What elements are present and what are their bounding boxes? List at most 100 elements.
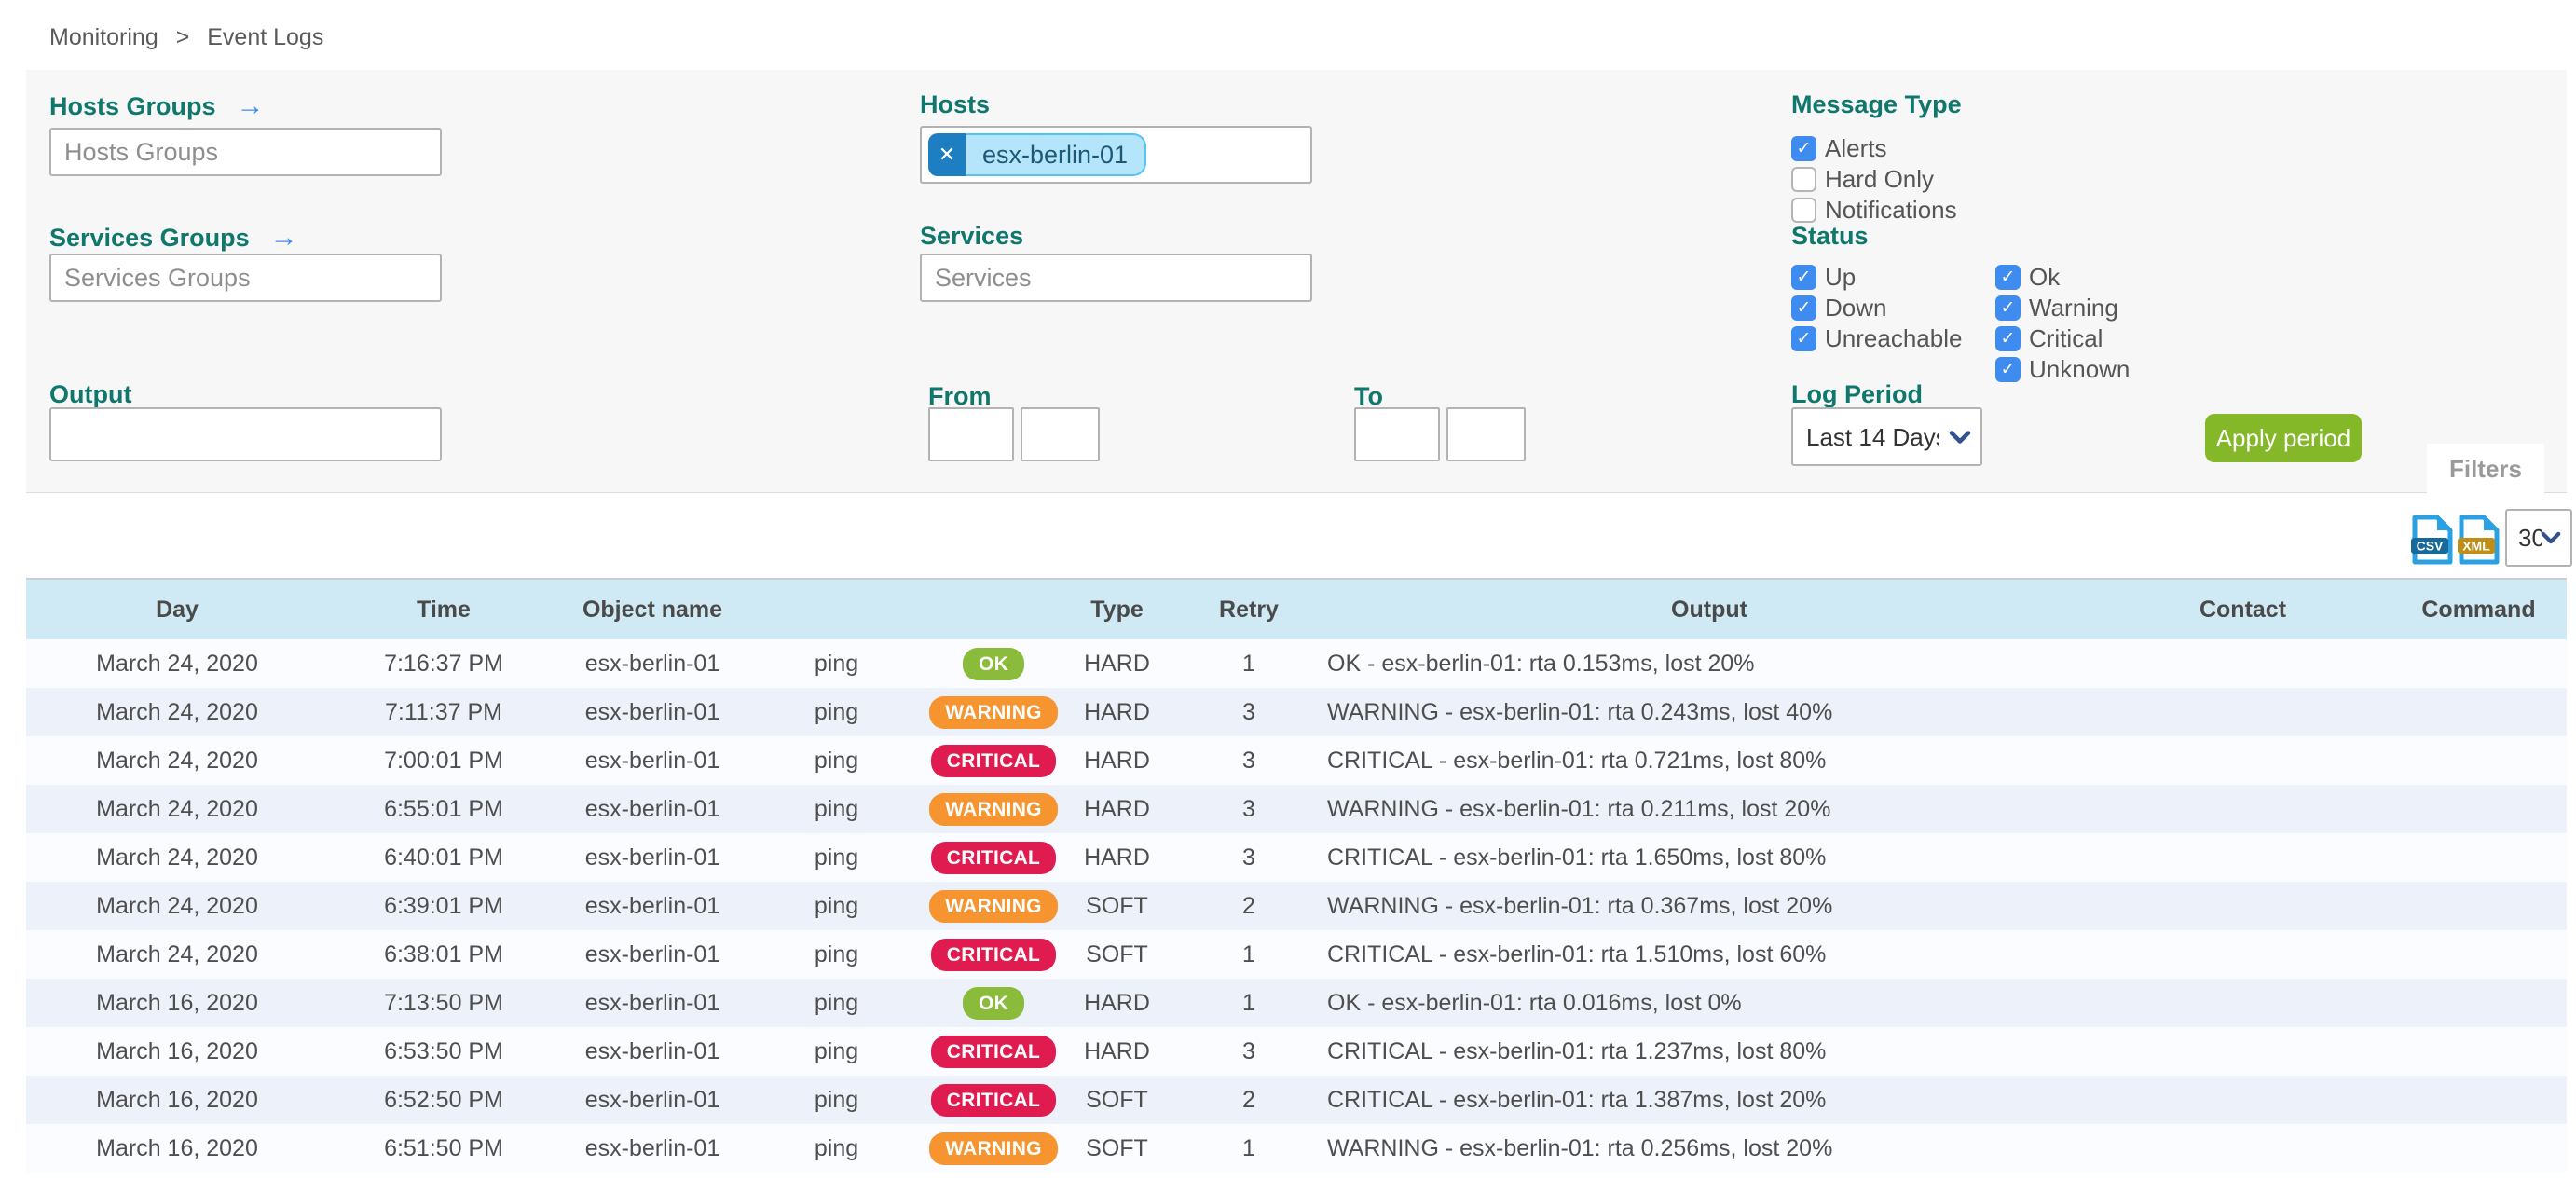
status-badge: CRITICAL	[931, 1036, 1056, 1068]
cell-output: OK - esx-berlin-01: rta 0.153ms, lost 20…	[1323, 639, 2095, 688]
status-badge: WARNING	[929, 696, 1058, 729]
services-groups-arrow-icon[interactable]: →	[270, 222, 298, 253]
cell-status: CRITICAL	[927, 736, 1060, 785]
message-type-options: ✓ Alerts Hard Only Notifications	[1791, 133, 1957, 226]
checkbox-box[interactable]: ✓	[1791, 326, 1816, 351]
cell-command	[2391, 1027, 2567, 1076]
apply-period-button[interactable]: Apply period	[2205, 414, 2362, 462]
breadcrumb-monitoring[interactable]: Monitoring	[49, 24, 158, 50]
cell-command	[2391, 1076, 2567, 1124]
checkbox-box[interactable]: ✓	[1791, 295, 1816, 321]
table-row: March 16, 2020 6:52:50 PM esx-berlin-01 …	[26, 1076, 2567, 1124]
hosts-groups-arrow-icon[interactable]: →	[237, 90, 265, 121]
log-period-select[interactable]: Last 14 Days	[1791, 407, 1982, 466]
cell-type: HARD	[1060, 639, 1174, 688]
status-label: Status	[1791, 222, 1869, 251]
cell-status: OK	[927, 639, 1060, 688]
table-row: March 16, 2020 6:53:50 PM esx-berlin-01 …	[26, 1027, 2567, 1076]
status-badge: OK	[963, 987, 1024, 1020]
cell-contact	[2095, 1076, 2391, 1124]
checkbox-box[interactable]: ✓	[1995, 295, 2021, 321]
checkbox-box[interactable]: ✓	[1791, 136, 1816, 161]
checkbox[interactable]: ✓ Alerts	[1791, 133, 1957, 164]
checkbox[interactable]: ✓ Critical	[1995, 323, 2130, 354]
xml-export-icon[interactable]: XML	[2457, 515, 2500, 565]
cell-contact	[2095, 930, 2391, 979]
cell-object-name: esx-berlin-01	[559, 688, 746, 736]
checkbox-box[interactable]	[1791, 167, 1816, 192]
checkbox-label: Ok	[2029, 263, 2060, 292]
header-service	[746, 580, 927, 639]
breadcrumb-event-logs[interactable]: Event Logs	[207, 24, 323, 50]
from-date-input[interactable]	[928, 407, 1014, 461]
output-input[interactable]	[49, 407, 442, 461]
cell-output: OK - esx-berlin-01: rta 0.016ms, lost 0%	[1323, 979, 2095, 1027]
checkbox[interactable]: Hard Only	[1791, 164, 1957, 195]
checkbox-label: Alerts	[1825, 134, 1886, 163]
hosts-input[interactable]: ✕ esx-berlin-01	[920, 126, 1312, 184]
status-options-column1: ✓ Up ✓ Down ✓ Unreachable	[1791, 262, 1962, 354]
csv-export-icon[interactable]: CSV	[2410, 515, 2453, 565]
cell-contact	[2095, 979, 2391, 1027]
chip-remove-icon[interactable]: ✕	[928, 133, 966, 176]
cell-type: HARD	[1060, 833, 1174, 882]
checkbox-box[interactable]	[1791, 198, 1816, 223]
filter-panel: Hosts Groups→ Hosts ✕ esx-berlin-01 Mess…	[26, 70, 2567, 493]
services-input[interactable]	[920, 254, 1312, 302]
checkbox[interactable]: ✓ Ok	[1995, 262, 2130, 293]
checkbox-box[interactable]: ✓	[1995, 326, 2021, 351]
cell-day: March 24, 2020	[26, 930, 328, 979]
csv-icon-label: CSV	[2417, 539, 2444, 554]
cell-time: 7:00:01 PM	[328, 736, 559, 785]
checkbox[interactable]: ✓ Warning	[1995, 293, 2130, 323]
from-time-input[interactable]	[1021, 407, 1100, 461]
status-badge: CRITICAL	[931, 1084, 1056, 1117]
cell-status: OK	[927, 979, 1060, 1027]
cell-status: WARNING	[927, 882, 1060, 930]
checkbox-box[interactable]: ✓	[1995, 265, 2021, 290]
checkbox[interactable]: ✓ Down	[1791, 293, 1962, 323]
checkbox-label: Unknown	[2029, 355, 2130, 384]
cell-day: March 24, 2020	[26, 785, 328, 833]
cell-contact	[2095, 639, 2391, 688]
cell-object-name: esx-berlin-01	[559, 1124, 746, 1173]
checkbox-box[interactable]: ✓	[1995, 357, 2021, 382]
cell-output: CRITICAL - esx-berlin-01: rta 1.387ms, l…	[1323, 1076, 2095, 1124]
table-row: March 24, 2020 6:39:01 PM esx-berlin-01 …	[26, 882, 2567, 930]
status-badge: WARNING	[929, 793, 1058, 826]
cell-contact	[2095, 1027, 2391, 1076]
cell-time: 7:16:37 PM	[328, 639, 559, 688]
cell-type: HARD	[1060, 1027, 1174, 1076]
filters-tab[interactable]: Filters	[2427, 444, 2544, 494]
checkbox-box[interactable]: ✓	[1791, 265, 1816, 290]
checkbox-label: Critical	[2029, 324, 2103, 353]
cell-object-name: esx-berlin-01	[559, 833, 746, 882]
status-badge: OK	[963, 648, 1024, 680]
hosts-groups-input[interactable]	[49, 128, 442, 176]
services-groups-input[interactable]	[49, 254, 442, 302]
cell-type: HARD	[1060, 979, 1174, 1027]
table-row: March 24, 2020 6:55:01 PM esx-berlin-01 …	[26, 785, 2567, 833]
checkbox-label: Notifications	[1825, 196, 1957, 225]
cell-service: ping	[746, 930, 927, 979]
checkbox[interactable]: ✓ Up	[1791, 262, 1962, 293]
breadcrumb: Monitoring > Event Logs	[49, 24, 323, 51]
checkbox[interactable]: ✓ Unknown	[1995, 354, 2130, 385]
cell-object-name: esx-berlin-01	[559, 1076, 746, 1124]
cell-type: SOFT	[1060, 1076, 1174, 1124]
header-object-name: Object name	[559, 580, 746, 639]
cell-command	[2391, 882, 2567, 930]
to-time-input[interactable]	[1446, 407, 1526, 461]
status-badge: WARNING	[929, 1132, 1058, 1165]
header-day: Day	[26, 580, 328, 639]
cell-service: ping	[746, 1124, 927, 1173]
cell-status: CRITICAL	[927, 1027, 1060, 1076]
to-date-input[interactable]	[1354, 407, 1440, 461]
checkbox[interactable]: ✓ Unreachable	[1791, 323, 1962, 354]
cell-status: CRITICAL	[927, 1076, 1060, 1124]
cell-time: 6:39:01 PM	[328, 882, 559, 930]
table-row: March 16, 2020 6:51:50 PM esx-berlin-01 …	[26, 1124, 2567, 1173]
cell-status: WARNING	[927, 1124, 1060, 1173]
page-size-select[interactable]: 30	[2505, 509, 2572, 567]
cell-service: ping	[746, 688, 927, 736]
